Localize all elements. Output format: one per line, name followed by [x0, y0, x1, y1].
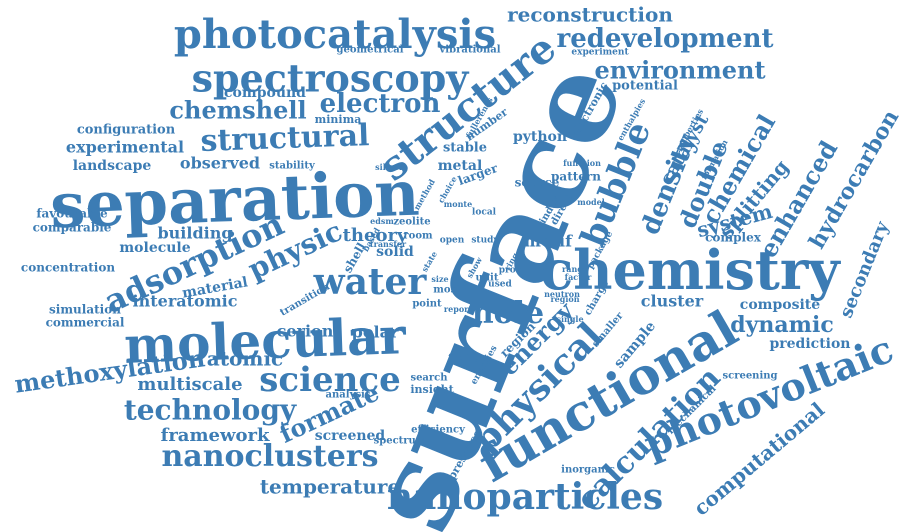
cloud-word-range: range — [562, 264, 588, 274]
cloud-word-environment: environment — [594, 56, 765, 85]
cloud-word-source: source — [515, 176, 560, 190]
cloud-word-cluster: cluster — [641, 292, 704, 311]
cloud-word-compound: compound — [224, 85, 306, 101]
cloud-word-configuration: configuration — [77, 123, 176, 138]
cloud-word-multiscale: multiscale — [137, 374, 242, 395]
cloud-word-vibrational: vibrational — [439, 45, 501, 56]
cloud-word-atomic: atomic — [207, 347, 283, 371]
cloud-word-silicon: silicon — [375, 162, 405, 172]
cloud-word-nanoclusters: nanoclusters — [161, 439, 378, 474]
cloud-word-python: python — [513, 129, 567, 145]
cloud-word-unit: unit — [476, 273, 499, 284]
cloud-word-study: study — [471, 236, 499, 246]
cloud-word-photocatalysis: photocatalysis — [174, 11, 496, 58]
cloud-word-dynamic: dynamic — [730, 312, 833, 338]
cloud-word-observed: observed — [180, 154, 260, 173]
cloud-word-used: used — [488, 280, 512, 290]
cloud-word-redevelopment: redevelopment — [557, 24, 774, 54]
cloud-word-hole: hole — [472, 296, 544, 331]
cloud-word-transfer: transfer — [370, 239, 407, 249]
cloud-word-screened: screened — [315, 428, 386, 444]
cloud-word-theory: theory — [343, 225, 408, 246]
cloud-word-pattern: pattern — [551, 170, 601, 184]
cloud-word-edsm: edsm — [370, 216, 394, 226]
cloud-word-temperature: temperature — [260, 475, 400, 499]
cloud-word-report: report — [444, 304, 472, 314]
cloud-word-efficiency: efficiency — [411, 425, 466, 436]
cloud-word-concentration: concentration — [21, 261, 115, 275]
cloud-word-spectrum: spectrum — [374, 436, 427, 447]
cloud-word-technology: technology — [124, 394, 297, 427]
cloud-word-solid: solid — [376, 244, 414, 260]
cloud-word-electron: electron — [320, 89, 441, 119]
cloud-word-chemistry: chemistry — [540, 238, 841, 302]
cloud-word-local: local — [472, 208, 497, 218]
cloud-word-proc: proc — [499, 266, 522, 276]
cloud-word-search: search — [410, 373, 448, 384]
cloud-word-monte: monte — [444, 199, 472, 209]
cloud-word-simulation: simulation — [49, 303, 121, 317]
cloud-word-molecule: molecule — [119, 240, 190, 256]
cloud-word-finding: finding — [448, 352, 480, 362]
cloud-word-analysis: analysis — [326, 390, 371, 401]
cloud-word-chemshell: chemshell — [169, 96, 306, 125]
cloud-word-room: room — [403, 231, 433, 242]
cloud-word-complex: complex — [705, 231, 762, 245]
cloud-word-function: function — [563, 158, 601, 168]
cloud-word-interatomic: interatomic — [133, 292, 238, 311]
cloud-word-secondary: secondary — [836, 218, 894, 321]
cloud-word-separation: separation — [49, 157, 421, 243]
cloud-word-building: building — [157, 224, 232, 243]
cloud-word-polar: polar — [352, 323, 399, 342]
cloud-word-size: size — [431, 274, 448, 284]
cloud-word-prediction: prediction — [769, 336, 850, 352]
cloud-word-region: region — [550, 294, 579, 304]
cloud-word-nanoparticles: nanoparticles — [387, 476, 663, 518]
cloud-word-minima: minima — [315, 113, 362, 126]
cloud-word-structural: structural — [200, 118, 370, 159]
cloud-word-stable: stable — [443, 141, 487, 156]
cloud-word-landscape: landscape — [73, 158, 152, 174]
cloud-word-comparable: comparable — [33, 221, 112, 235]
cloud-word-model: model — [577, 197, 605, 207]
cloud-word-potential: potential — [612, 79, 678, 94]
cloud-word-single: single — [556, 314, 583, 324]
cloud-word-screening: screening — [722, 371, 777, 382]
cloud-word-experiment: experiment — [571, 48, 629, 58]
cloud-word-most: most — [433, 285, 461, 296]
cloud-word-reconstruction: reconstruction — [507, 3, 673, 27]
cloud-word-experimental: experimental — [66, 138, 184, 157]
cloud-word-framework: framework — [161, 425, 270, 446]
cloud-word-factor: factor — [565, 272, 593, 282]
cloud-word-open: open — [440, 236, 465, 246]
cloud-word-inorganic: inorganic — [561, 465, 615, 476]
cloud-word-molecular: molecular — [123, 306, 407, 375]
cloud-word-motif: motif — [524, 232, 573, 251]
cloud-word-science: science — [259, 360, 400, 400]
cloud-word-cerion: cerion — [277, 322, 334, 341]
cloud-word-commercial: commercial — [46, 316, 125, 330]
cloud-word-favourable: favourable — [36, 207, 108, 221]
cloud-word-stability: stability — [269, 161, 316, 172]
cloud-word-point: point — [412, 299, 442, 310]
cloud-word-water: water — [313, 261, 428, 303]
cloud-word-metal: metal — [438, 158, 483, 174]
cloud-word-spectroscopy: spectroscopy — [192, 56, 470, 101]
cloud-word-neutron: neutron — [544, 289, 580, 299]
cloud-word-composite: composite — [740, 297, 820, 313]
cloud-word-geometrical: geometrical — [336, 45, 403, 56]
cloud-word-insight: insight — [410, 383, 454, 396]
cloud-word-zeolite: zeolite — [393, 217, 430, 228]
